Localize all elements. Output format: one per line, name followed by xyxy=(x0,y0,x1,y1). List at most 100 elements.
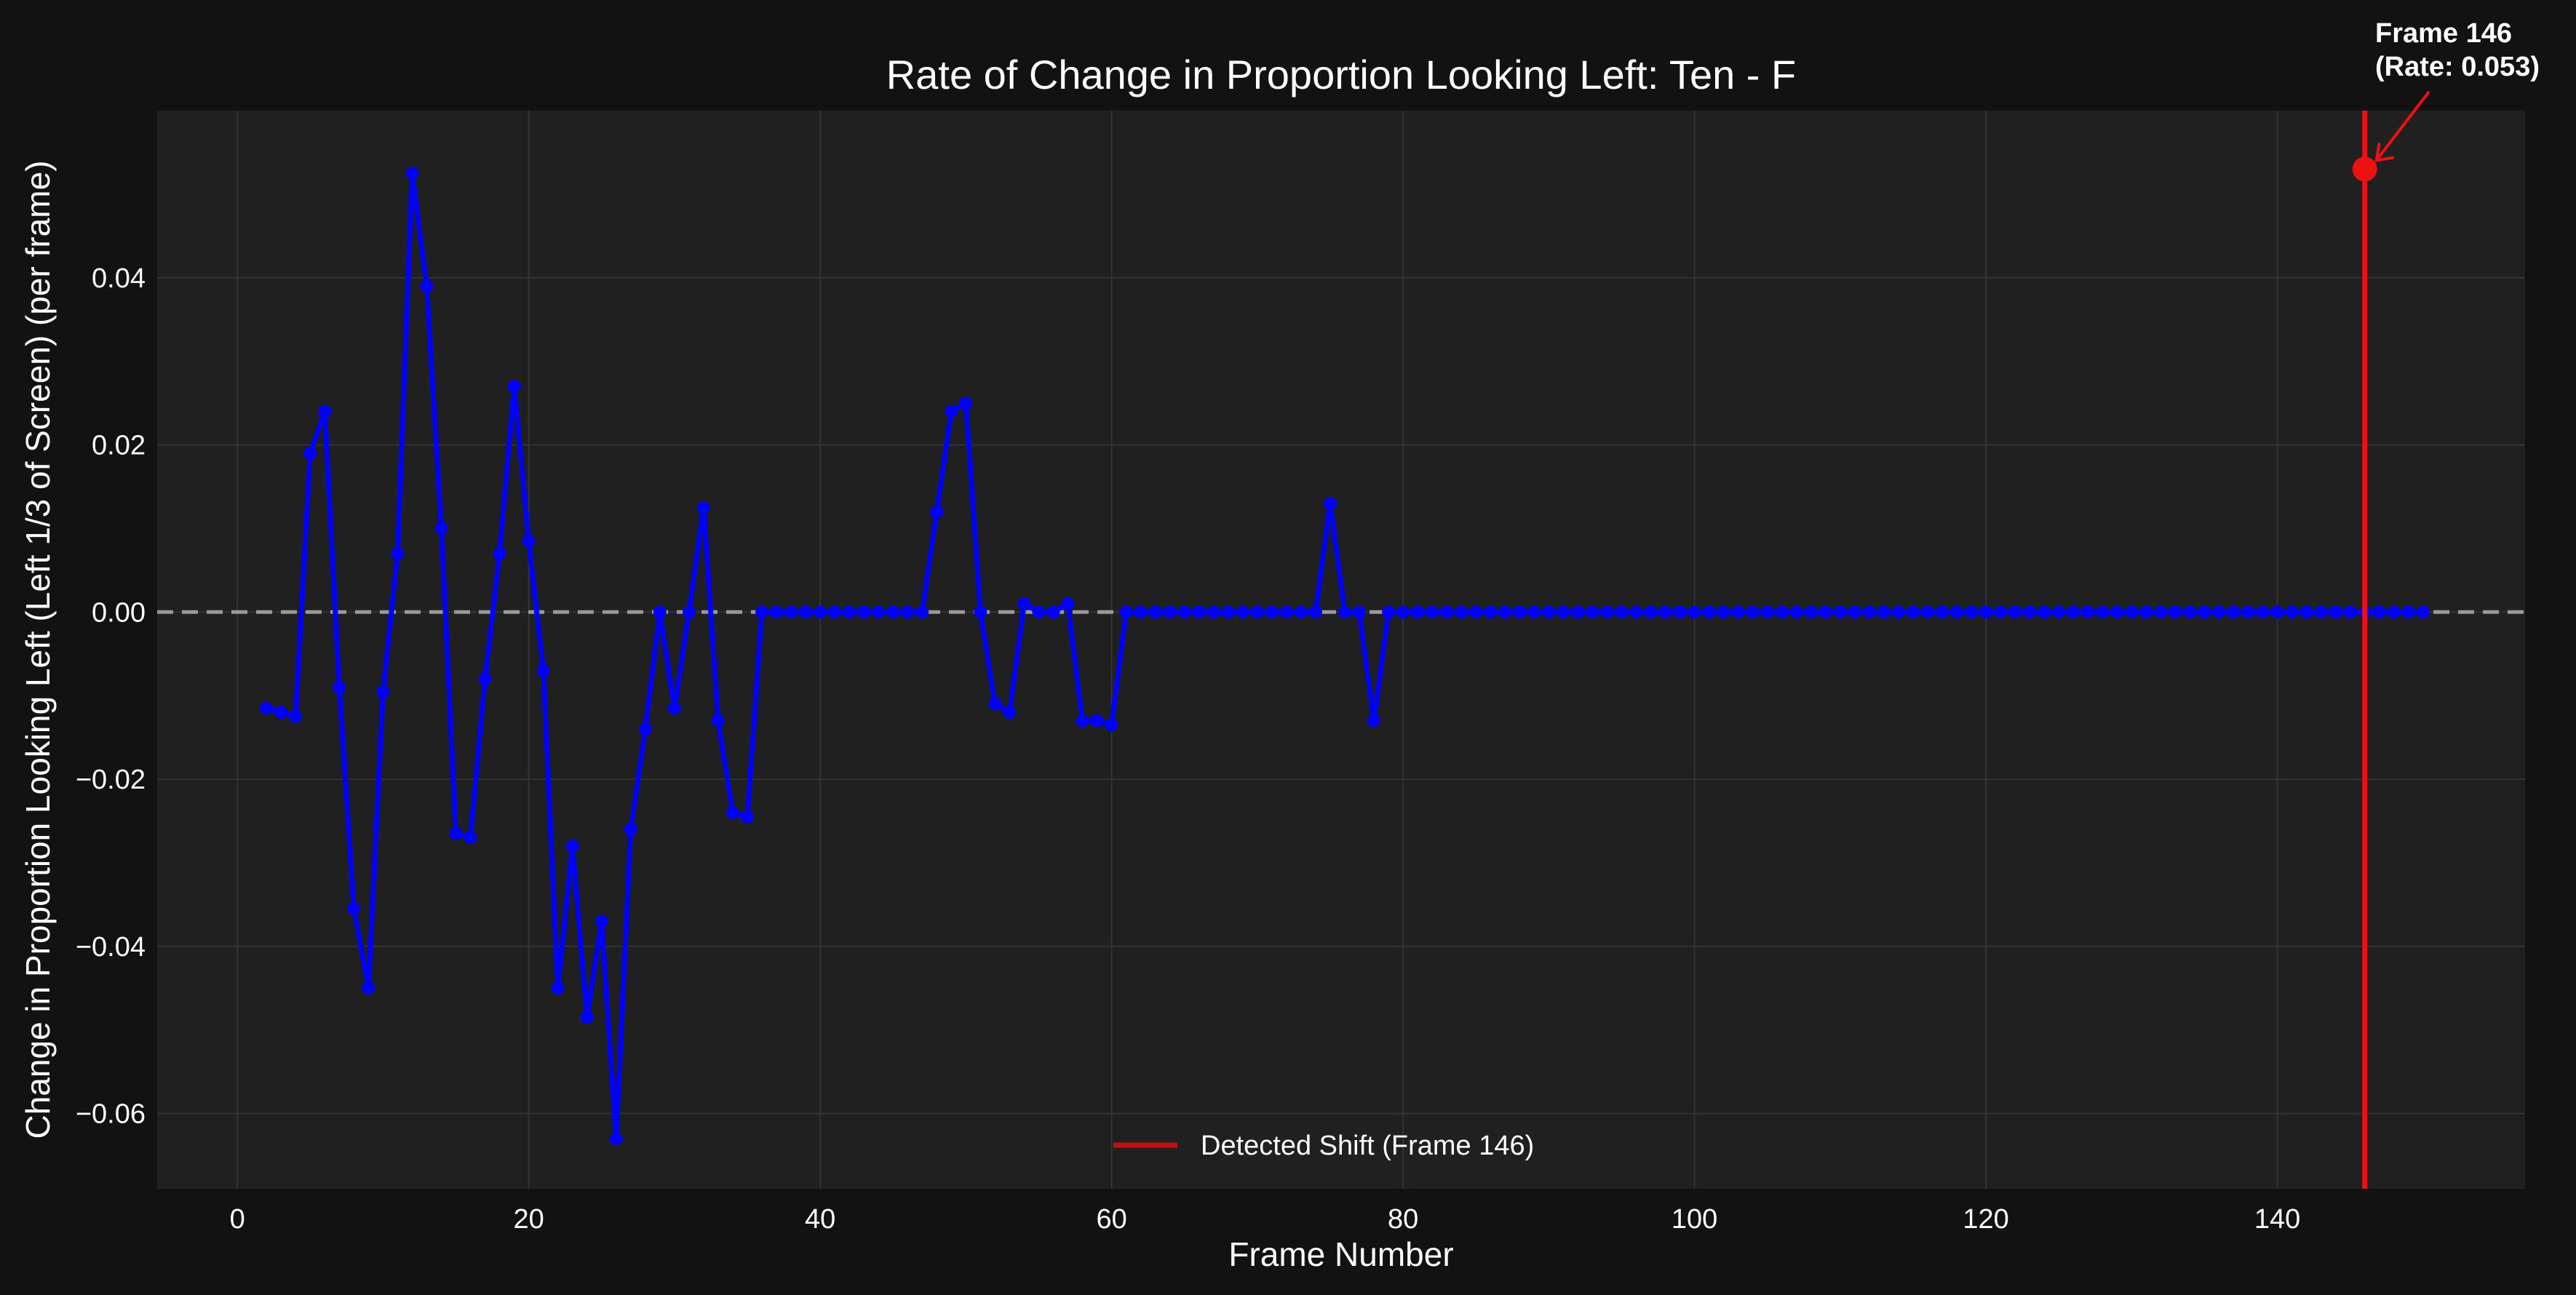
data-point xyxy=(843,605,856,619)
data-point xyxy=(682,605,696,619)
data-point xyxy=(1192,605,1206,619)
data-point xyxy=(726,806,739,820)
data-point xyxy=(1804,605,1818,619)
data-point xyxy=(1017,597,1031,610)
data-point xyxy=(1717,605,1730,619)
data-point xyxy=(1527,605,1541,619)
data-point xyxy=(1411,605,1425,619)
data-point xyxy=(886,605,900,619)
data-point xyxy=(770,605,784,619)
data-point xyxy=(1484,605,1498,619)
data-point xyxy=(1105,718,1118,732)
data-point xyxy=(303,447,317,461)
data-point xyxy=(2096,605,2110,619)
data-point xyxy=(2314,605,2328,619)
data-point xyxy=(1994,605,2008,619)
data-point xyxy=(420,279,434,293)
data-point xyxy=(814,605,827,619)
data-point xyxy=(959,397,973,410)
data-point xyxy=(1498,605,1512,619)
data-point xyxy=(1250,605,1264,619)
data-point xyxy=(1265,605,1279,619)
data-point xyxy=(1891,605,1905,619)
data-point xyxy=(1687,605,1701,619)
data-point xyxy=(1673,605,1687,619)
x-tick-label: 40 xyxy=(805,1204,835,1235)
data-point xyxy=(1090,714,1104,728)
data-point xyxy=(580,1011,594,1024)
data-point xyxy=(857,605,871,619)
series-layer xyxy=(260,111,2430,1189)
data-point xyxy=(1440,605,1454,619)
data-point xyxy=(2299,605,2313,619)
data-point xyxy=(2052,605,2066,619)
x-tick-label: 120 xyxy=(1963,1204,2008,1235)
data-point xyxy=(1367,714,1381,728)
data-point xyxy=(1644,605,1658,619)
data-point xyxy=(1455,605,1468,619)
data-point xyxy=(551,981,565,995)
data-point xyxy=(872,605,886,619)
data-point xyxy=(2139,605,2153,619)
y-axis-label: Change in Proportion Looking Left (Left … xyxy=(19,161,57,1139)
data-point xyxy=(1076,714,1089,728)
data-point xyxy=(1920,605,1934,619)
data-point xyxy=(2183,605,2197,619)
data-point xyxy=(653,605,667,619)
data-point xyxy=(434,522,448,535)
data-point xyxy=(2329,605,2342,619)
data-point xyxy=(901,605,915,619)
data-point xyxy=(522,534,536,548)
data-point xyxy=(449,826,463,840)
data-point xyxy=(2270,605,2284,619)
data-point xyxy=(1557,605,1570,619)
annotation-line-2: (Rate: 0.053) xyxy=(2375,52,2540,82)
data-point xyxy=(2401,605,2415,619)
x-tick-label: 80 xyxy=(1388,1204,1418,1235)
data-point xyxy=(1848,605,1861,619)
data-point xyxy=(1833,605,1847,619)
data-point xyxy=(289,709,303,723)
x-axis-label: Frame Number xyxy=(1228,1235,1453,1273)
data-point xyxy=(1818,605,1832,619)
data-point xyxy=(1382,605,1396,619)
x-tick-label: 100 xyxy=(1671,1204,1717,1235)
detected-shift-marker xyxy=(2352,156,2377,182)
data-point xyxy=(2081,605,2095,619)
data-point xyxy=(1950,605,1964,619)
data-point xyxy=(464,831,477,845)
data-point xyxy=(988,697,1002,711)
y-tick-label: 0.02 xyxy=(92,431,146,461)
data-point xyxy=(1906,605,1920,619)
data-point xyxy=(507,380,521,394)
y-tick-label: −0.04 xyxy=(76,932,146,963)
data-point xyxy=(696,501,710,514)
data-point xyxy=(1542,605,1556,619)
data-point xyxy=(667,701,681,715)
data-point xyxy=(624,823,637,836)
data-point xyxy=(1163,605,1177,619)
chart-title: Rate of Change in Proportion Looking Lef… xyxy=(886,52,1796,97)
data-point xyxy=(1119,605,1133,619)
data-point xyxy=(274,706,288,720)
data-point xyxy=(1862,605,1876,619)
data-point xyxy=(2227,605,2241,619)
data-point xyxy=(1965,605,1979,619)
data-point xyxy=(609,1132,623,1146)
data-point xyxy=(318,405,332,418)
data-point xyxy=(1877,605,1891,619)
data-point xyxy=(1396,605,1410,619)
data-point xyxy=(1236,605,1249,619)
x-tick-label: 140 xyxy=(2254,1204,2300,1235)
data-point xyxy=(1308,605,1322,619)
data-point xyxy=(1426,605,1439,619)
grid xyxy=(157,111,2525,1189)
data-point xyxy=(260,701,274,715)
data-point xyxy=(347,902,361,916)
data-point xyxy=(1353,605,1367,619)
data-point xyxy=(2285,605,2299,619)
plot-area xyxy=(157,111,2525,1189)
data-point xyxy=(1600,605,1614,619)
data-point xyxy=(2154,605,2168,619)
